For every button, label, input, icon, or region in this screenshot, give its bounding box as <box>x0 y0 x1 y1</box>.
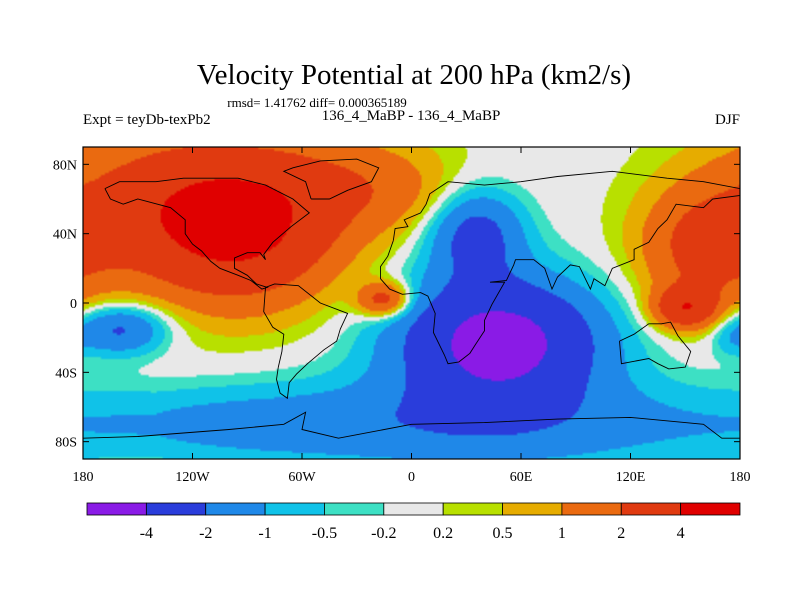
y-tick-label: 80S <box>55 436 77 451</box>
colorbar-label: 0.5 <box>493 525 513 542</box>
colorbar-swatch <box>145 502 207 516</box>
x-tick-label: 60W <box>288 470 316 485</box>
y-tick-label: 0 <box>70 297 77 312</box>
colorbar-swatch <box>442 502 503 516</box>
south-america-coast <box>263 283 349 400</box>
x-tick-label: 0 <box>408 470 415 485</box>
colorbar-swatch <box>205 502 266 516</box>
north-america-coast <box>104 177 311 290</box>
colorbar: -4 -2 -1 -0.5 -0.2 0.2 0.5 1 2 4 <box>86 502 741 542</box>
colorbar-label: -4 <box>140 525 153 542</box>
colorbar-label: 0.2 <box>433 525 453 542</box>
y-tick-label: 80N <box>53 158 77 173</box>
colorbar-label: -0.5 <box>312 525 337 542</box>
center-label: 136_4_MaBP - 136_4_MaBP <box>322 108 501 124</box>
colorbar-swatch <box>86 502 147 516</box>
y-tick-label: 40N <box>53 228 77 243</box>
colorbar-swatch <box>620 502 682 516</box>
plot-area: 180 120W 60W 0 60E 120E 180 80N 40N 0 40S 80S <box>53 146 751 485</box>
colorbar-label: -2 <box>199 525 212 542</box>
y-tick-label: 40S <box>55 366 77 381</box>
colorbar-swatch <box>264 502 325 516</box>
right-label: DJF <box>715 112 740 128</box>
colorbar-label: -0.2 <box>371 525 396 542</box>
eurasia-africa-coast <box>380 170 741 365</box>
colorbar-swatch <box>680 502 741 516</box>
colorbar-swatch <box>502 502 563 516</box>
x-tick-label: 60E <box>510 470 533 485</box>
x-tick-label: 180 <box>730 470 751 485</box>
colorbar-label: 2 <box>617 525 625 542</box>
left-label: Expt = teyDb-texPb2 <box>83 112 211 128</box>
contour-field <box>83 147 740 459</box>
x-tick-label: 180 <box>73 470 94 485</box>
colorbar-swatch <box>561 502 622 516</box>
chart-subtitle: rmsd= 1.41762 diff= 0.000365189 <box>227 95 406 110</box>
colorbar-swatch <box>383 502 444 516</box>
chart-title: Velocity Potential at 200 hPa (km2/s) <box>197 59 631 91</box>
antarctica-coast <box>82 411 740 439</box>
greenland-coast <box>282 158 380 200</box>
colorbar-swatch <box>324 502 385 516</box>
x-axis: 180 120W 60W 0 60E 120E 180 <box>73 147 751 485</box>
colorbar-label: -1 <box>258 525 271 542</box>
colorbar-label: 1 <box>558 525 566 542</box>
coastlines <box>82 158 741 439</box>
x-tick-label: 120W <box>175 470 210 485</box>
y-axis: 80N 40N 0 40S 80S <box>53 158 740 451</box>
x-tick-label: 120E <box>616 470 646 485</box>
australia-coast <box>619 321 692 370</box>
colorbar-label: 4 <box>677 525 685 542</box>
